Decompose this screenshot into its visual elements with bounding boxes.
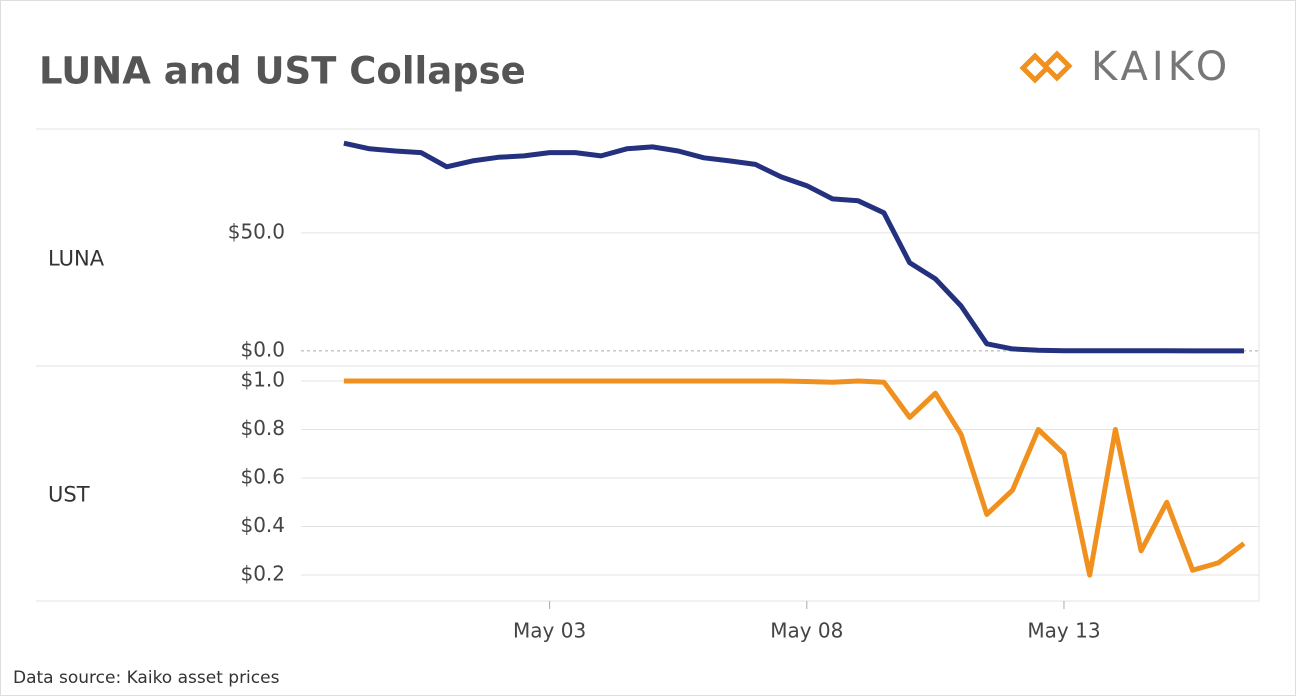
page-title: LUNA and UST Collapse bbox=[39, 50, 526, 93]
y-tick-label: $1.0 bbox=[240, 368, 285, 392]
y-tick-label: $0.4 bbox=[240, 513, 285, 537]
x-tick-label: May 13 bbox=[1027, 619, 1100, 643]
data-line bbox=[343, 140, 1244, 354]
logo-text: KAIKO bbox=[1091, 44, 1231, 90]
data-line bbox=[343, 378, 1246, 578]
y-tick-label: $0.2 bbox=[240, 562, 285, 586]
x-tick-label: May 03 bbox=[513, 619, 586, 643]
y-tick-label: $0.0 bbox=[240, 337, 285, 361]
y-tick-label: $0.6 bbox=[240, 465, 285, 489]
logo: KAIKO bbox=[1019, 44, 1231, 90]
y-tick-label: $50.0 bbox=[228, 219, 285, 243]
logo-icon bbox=[1019, 50, 1073, 84]
panel-label: UST bbox=[48, 483, 90, 507]
y-tick-label: $0.8 bbox=[240, 416, 285, 440]
source-note: Data source: Kaiko asset prices bbox=[13, 668, 280, 688]
x-tick-label: May 08 bbox=[770, 619, 843, 643]
panel-label: LUNA bbox=[48, 247, 105, 271]
